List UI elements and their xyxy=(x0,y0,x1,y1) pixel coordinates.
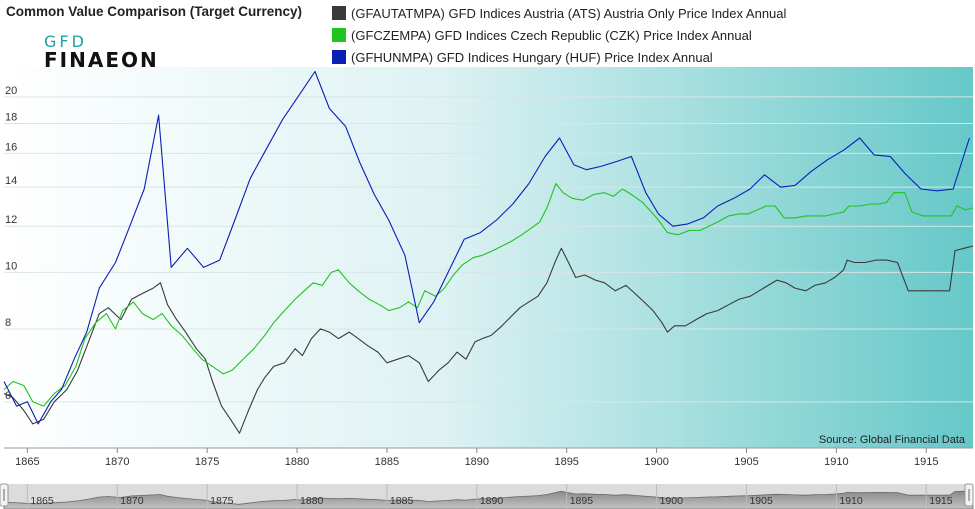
source-note: Source: Global Financial Data xyxy=(818,434,965,446)
legend-swatch-czech xyxy=(332,28,346,42)
y-tick-label: 8 xyxy=(5,317,11,329)
x-tick-label: 1880 xyxy=(285,456,309,468)
navigator-handle-left[interactable] xyxy=(0,483,9,507)
x-tick-label: 1905 xyxy=(734,456,758,468)
navigator-tick-label: 1905 xyxy=(749,495,773,507)
x-tick-label: 1890 xyxy=(465,456,489,468)
legend-label-hungary: (GFHUNMPA) GFD Indices Hungary (HUF) Pri… xyxy=(351,49,713,65)
x-tick-label: 1915 xyxy=(914,456,938,468)
navigator-tick-label: 1875 xyxy=(210,495,234,507)
navigator-tick-label: 1865 xyxy=(30,495,54,507)
y-tick-label: 20 xyxy=(5,85,17,97)
series-lines xyxy=(3,70,974,434)
navigator[interactable]: 1865 1870 1875 1880 1885 1890 1895 1900 1905 1910… xyxy=(0,483,974,509)
navigator-tick-label: 1880 xyxy=(300,495,324,507)
gfd-finaeon-logo: GFD FINAEON xyxy=(44,32,159,72)
navigator-ticks: 1865 1870 1875 1880 1885 1890 1895 1900 1905 1910… xyxy=(26,484,953,509)
chart-title: Common Value Comparison (Target Currency… xyxy=(6,4,303,19)
series-line-austria xyxy=(3,245,974,434)
legend-swatch-hungary xyxy=(332,50,346,64)
series-line-hungary xyxy=(3,70,970,425)
navigator-tick-label: 1890 xyxy=(480,495,504,507)
x-tick-label: 1900 xyxy=(644,456,668,468)
navigator-tick-label: 1900 xyxy=(660,495,684,507)
x-tick-label: 1875 xyxy=(195,456,219,468)
navigator-series-area xyxy=(3,490,974,509)
y-tick-label: 12 xyxy=(5,214,17,226)
logo-line1: GFD xyxy=(44,32,87,51)
y-tick-label: 18 xyxy=(5,112,17,124)
legend-swatch-austria xyxy=(332,6,346,20)
navigator-tick-label: 1885 xyxy=(390,495,414,507)
navigator-tick-label: 1870 xyxy=(120,495,144,507)
gridlines xyxy=(4,96,973,403)
navigator-tick-label: 1910 xyxy=(839,495,863,507)
x-tick-label: 1870 xyxy=(105,456,129,468)
x-axis-ticks: 1865 1870 1875 1880 1885 1890 1895 1900 1905 1910… xyxy=(4,447,973,468)
y-tick-label: 10 xyxy=(5,260,17,272)
logo-line2: FINAEON xyxy=(44,48,159,72)
legend-label-austria: (GFAUTATMPA) GFD Indices Austria (ATS) A… xyxy=(351,5,787,21)
x-tick-label: 1885 xyxy=(375,456,399,468)
navigator-tick-label: 1915 xyxy=(929,495,953,507)
y-tick-label: 14 xyxy=(5,175,17,187)
x-tick-label: 1910 xyxy=(824,456,848,468)
legend-label-czech: (GFCZEMPA) GFD Indices Czech Republic (C… xyxy=(351,27,752,43)
legend: (GFAUTATMPA) GFD Indices Austria (ATS) A… xyxy=(332,2,786,68)
navigator-handle-right[interactable] xyxy=(964,483,974,507)
navigator-tick-label: 1895 xyxy=(570,495,594,507)
x-tick-label: 1865 xyxy=(15,456,39,468)
legend-item-austria[interactable]: (GFAUTATMPA) GFD Indices Austria (ATS) A… xyxy=(332,2,786,24)
x-tick-label: 1895 xyxy=(554,456,578,468)
series-line-czech xyxy=(3,183,974,407)
legend-item-czech[interactable]: (GFCZEMPA) GFD Indices Czech Republic (C… xyxy=(332,24,786,46)
legend-item-hungary[interactable]: (GFHUNMPA) GFD Indices Hungary (HUF) Pri… xyxy=(332,46,786,68)
plot-area xyxy=(4,67,973,448)
y-tick-label: 16 xyxy=(5,141,17,153)
